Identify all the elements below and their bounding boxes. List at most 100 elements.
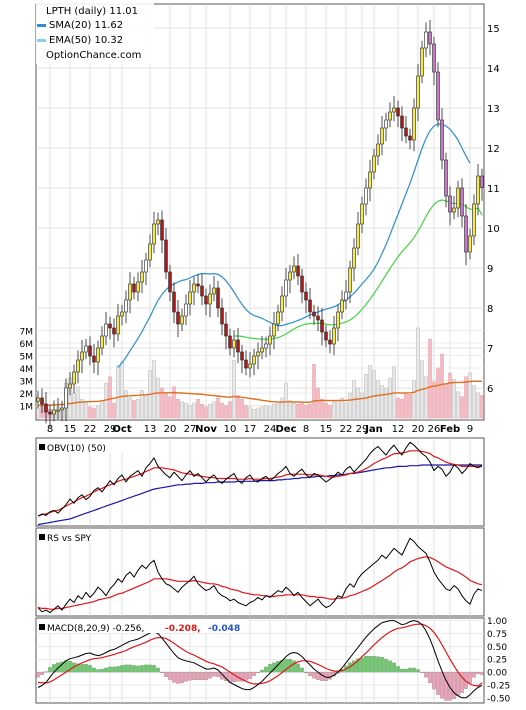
candle-body: [92, 355, 96, 363]
macd-histogram-bar: [180, 671, 184, 684]
candle-body: [140, 271, 144, 283]
volume-bar: [480, 395, 484, 419]
candle-body: [76, 359, 80, 373]
volume-bar: [312, 364, 316, 419]
volume-bar: [248, 406, 252, 419]
volume-bar: [124, 390, 128, 419]
candle-body: [344, 291, 348, 301]
macd-histogram-bar: [284, 659, 288, 673]
candle-body: [244, 359, 248, 369]
macd-histogram-bar: [140, 665, 144, 673]
candle-body: [264, 343, 268, 349]
volume-average-line: [37, 380, 482, 407]
volume-bar: [176, 399, 180, 419]
candle-body: [104, 323, 108, 337]
volume-bar: [376, 380, 380, 419]
volume-bar: [256, 407, 260, 419]
volume-bar: [240, 399, 244, 419]
candle-body: [404, 127, 408, 137]
sma20-line: [117, 123, 471, 368]
candle-body: [108, 323, 112, 329]
macd-histogram-bar: [252, 671, 256, 676]
volume-bar: [244, 405, 248, 419]
x-tick-label: 8: [47, 424, 53, 435]
macd-histogram-bar: [144, 664, 148, 673]
candle-body: [44, 403, 48, 413]
x-tick-label: 27: [184, 424, 197, 435]
volume-bar: [108, 376, 112, 419]
macd-histogram-bar: [116, 666, 120, 673]
volume-bar: [144, 395, 148, 419]
x-tick-label: 17: [244, 424, 257, 435]
price-tick-label: 15: [487, 24, 500, 35]
candle-body: [212, 287, 216, 295]
candle-body: [280, 295, 284, 313]
candle-body: [156, 219, 160, 225]
candle-body: [100, 335, 104, 349]
candle-body: [328, 339, 332, 345]
volume-bar: [204, 406, 208, 419]
volume-bar: [132, 400, 136, 419]
candle-body: [464, 215, 468, 253]
candle-body: [56, 409, 60, 412]
x-tick-label: 26: [428, 424, 441, 435]
macd-histogram-bar: [80, 664, 84, 673]
candle-body: [112, 327, 116, 335]
macd-histogram-bar: [212, 671, 216, 677]
candle-body: [432, 43, 436, 73]
candle-body: [236, 339, 240, 353]
macd-histogram-bar: [164, 671, 168, 677]
macd-histogram-bar: [188, 671, 192, 681]
volume-bar: [276, 401, 280, 419]
candle-body: [40, 397, 44, 405]
macd-histogram-bar: [132, 665, 136, 673]
macd-histogram-bar: [380, 657, 384, 673]
volume-bar: [128, 397, 132, 419]
macd-histogram-bar: [256, 671, 260, 674]
macd-tick-label: 0.50: [487, 643, 507, 653]
obv-label: OBV(10) (50): [37, 440, 129, 454]
candle-body: [52, 409, 56, 415]
macd-histogram-bar: [204, 671, 208, 680]
macd-histogram-bar: [128, 664, 132, 673]
volume-bar: [36, 407, 40, 419]
volume-bar: [252, 409, 256, 419]
candle-body: [60, 407, 64, 411]
macd-histogram-bar: [60, 661, 64, 673]
candle-body: [180, 315, 184, 325]
macd-label-text: MACD(8,20,9) -0.256,: [47, 624, 144, 634]
macd-histogram-bar: [160, 671, 164, 674]
price-tick-label: 13: [487, 104, 500, 115]
candle-body: [444, 159, 448, 197]
volume-bar: [304, 405, 308, 419]
volume-bar: [360, 392, 364, 419]
volume-bar: [428, 339, 432, 419]
candle-body: [300, 275, 304, 293]
macd-histogram-bar: [404, 668, 408, 673]
candle-body: [296, 265, 300, 277]
volume-bar: [260, 406, 264, 419]
candle-body: [364, 187, 368, 205]
x-tick-label: 15: [320, 424, 333, 435]
obv-panel-lines: [37, 441, 483, 526]
candle-body: [192, 283, 196, 293]
macd-histogram-bar: [376, 656, 380, 673]
macd-histogram-bar: [112, 666, 116, 673]
candle-body: [200, 285, 204, 297]
price-tick-label: 6: [487, 384, 493, 395]
candle-body: [152, 223, 156, 245]
volume-bar: [168, 396, 172, 419]
candle-body: [276, 311, 280, 325]
obv-label-bg: [37, 440, 129, 453]
candle-body: [124, 299, 128, 313]
macd-histogram-bar: [360, 657, 364, 673]
volume-bar: [440, 354, 444, 419]
macd-histogram-bar: [444, 671, 448, 701]
x-tick-label: 24: [264, 424, 277, 435]
macd-histogram-bar: [96, 669, 100, 673]
macd-histogram-bar: [424, 671, 428, 678]
candle-body: [408, 135, 412, 141]
macd-histogram-bar: [152, 665, 156, 673]
volume-tick-label: 2M: [20, 390, 34, 400]
volume-bar: [400, 399, 404, 419]
